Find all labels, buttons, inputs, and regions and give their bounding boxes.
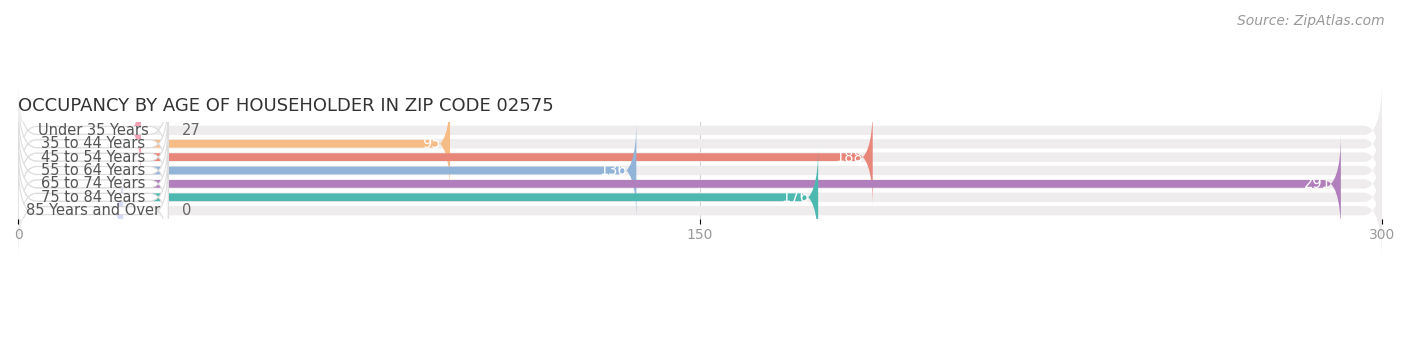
FancyBboxPatch shape [18, 107, 873, 207]
Text: 75 to 84 Years: 75 to 84 Years [41, 190, 145, 205]
FancyBboxPatch shape [18, 121, 169, 220]
FancyBboxPatch shape [18, 135, 1382, 233]
Text: 27: 27 [181, 123, 201, 138]
FancyBboxPatch shape [18, 161, 169, 260]
FancyBboxPatch shape [18, 121, 637, 220]
FancyBboxPatch shape [18, 107, 169, 207]
FancyBboxPatch shape [18, 122, 1382, 219]
Text: Source: ZipAtlas.com: Source: ZipAtlas.com [1237, 14, 1385, 28]
Text: 45 to 54 Years: 45 to 54 Years [41, 150, 145, 165]
FancyBboxPatch shape [18, 161, 124, 260]
FancyBboxPatch shape [18, 95, 1382, 193]
FancyBboxPatch shape [18, 148, 1382, 246]
FancyBboxPatch shape [18, 81, 1382, 179]
FancyBboxPatch shape [18, 94, 450, 193]
FancyBboxPatch shape [18, 148, 169, 247]
FancyBboxPatch shape [18, 81, 141, 180]
FancyBboxPatch shape [18, 81, 169, 180]
Text: 65 to 74 Years: 65 to 74 Years [41, 176, 145, 191]
FancyBboxPatch shape [18, 108, 1382, 206]
Text: Under 35 Years: Under 35 Years [38, 123, 149, 138]
Text: 35 to 44 Years: 35 to 44 Years [41, 136, 145, 151]
FancyBboxPatch shape [18, 134, 169, 234]
Text: 0: 0 [181, 203, 191, 218]
Text: 188: 188 [837, 150, 863, 165]
Text: 291: 291 [1303, 176, 1331, 191]
Text: 55 to 64 Years: 55 to 64 Years [41, 163, 145, 178]
FancyBboxPatch shape [18, 94, 169, 193]
Text: 85 Years and Over: 85 Years and Over [27, 203, 160, 218]
FancyBboxPatch shape [18, 162, 1382, 260]
FancyBboxPatch shape [18, 134, 1341, 234]
Text: 95: 95 [422, 136, 441, 151]
FancyBboxPatch shape [18, 148, 818, 247]
Text: 176: 176 [782, 190, 808, 205]
Text: OCCUPANCY BY AGE OF HOUSEHOLDER IN ZIP CODE 02575: OCCUPANCY BY AGE OF HOUSEHOLDER IN ZIP C… [18, 97, 554, 115]
Text: 136: 136 [599, 163, 627, 178]
